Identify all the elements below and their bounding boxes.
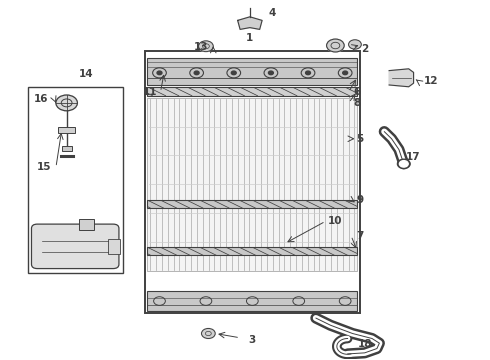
Text: 8: 8: [354, 98, 361, 108]
Bar: [108, 239, 121, 253]
Bar: [147, 87, 357, 96]
Circle shape: [157, 71, 162, 75]
Text: 16: 16: [33, 94, 48, 104]
Bar: [62, 145, 72, 151]
Text: 3: 3: [249, 334, 256, 345]
Text: 15: 15: [36, 162, 51, 172]
Text: 2: 2: [361, 44, 368, 54]
Text: 10: 10: [328, 216, 343, 226]
FancyBboxPatch shape: [31, 224, 119, 269]
Text: 4: 4: [268, 8, 275, 18]
Text: 1: 1: [246, 33, 253, 43]
Text: 7: 7: [356, 231, 364, 240]
Circle shape: [343, 71, 347, 75]
Bar: [145, 51, 360, 313]
Circle shape: [269, 71, 273, 75]
Circle shape: [194, 71, 199, 75]
Bar: [147, 98, 357, 271]
Bar: [79, 220, 94, 230]
Circle shape: [231, 71, 236, 75]
Text: 13: 13: [194, 42, 208, 52]
Circle shape: [327, 39, 344, 52]
Text: 9: 9: [356, 195, 364, 205]
Circle shape: [198, 41, 213, 51]
Circle shape: [348, 40, 361, 49]
Text: 12: 12: [423, 76, 438, 86]
Circle shape: [399, 161, 408, 167]
Bar: [147, 247, 357, 255]
Circle shape: [306, 71, 311, 75]
Text: 11: 11: [143, 87, 157, 97]
Text: 14: 14: [79, 69, 94, 79]
Text: 5: 5: [356, 134, 364, 144]
Bar: [27, 87, 123, 273]
Text: 18: 18: [358, 339, 372, 349]
Bar: [147, 58, 357, 85]
Polygon shape: [389, 69, 414, 87]
Bar: [147, 200, 357, 208]
Bar: [147, 291, 357, 311]
Circle shape: [397, 159, 410, 168]
Bar: [58, 127, 75, 134]
Text: 17: 17: [406, 152, 421, 162]
Text: 6: 6: [354, 87, 361, 97]
Polygon shape: [238, 17, 262, 30]
Circle shape: [56, 95, 77, 111]
Circle shape: [201, 328, 215, 338]
